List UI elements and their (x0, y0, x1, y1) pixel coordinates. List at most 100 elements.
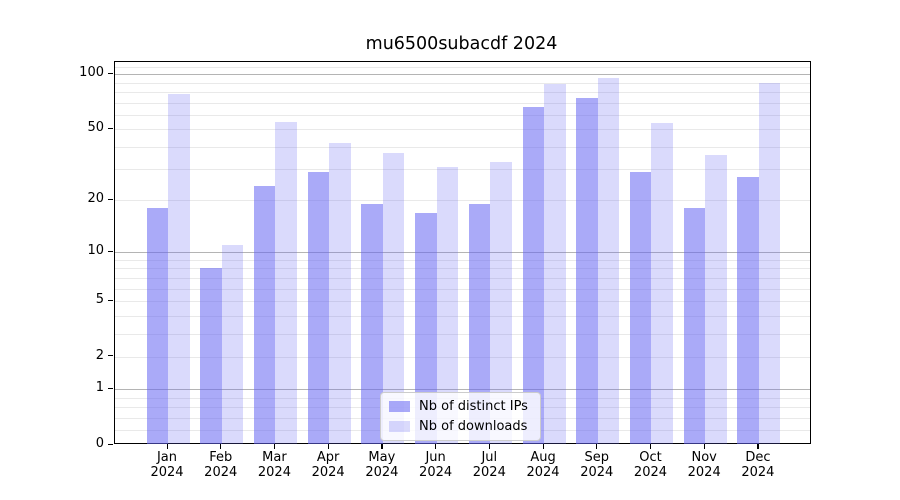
legend-swatch-downloads (389, 421, 410, 432)
x-tick (166, 444, 168, 449)
x-tick-label-year: 2024 (633, 465, 668, 480)
x-tick-label-year: 2024 (472, 465, 506, 480)
y-tick-label: 2 (95, 347, 104, 363)
gridline-minor (114, 146, 810, 148)
y-tick (108, 250, 113, 253)
gridline-minor (114, 301, 810, 303)
x-tick (220, 444, 222, 449)
bar-distinct-ips-mar (253, 186, 276, 444)
x-tick (435, 444, 437, 449)
bar-downloads-dec (758, 82, 781, 444)
x-tick-label-month: Mar (262, 450, 287, 465)
x-tick-label-month: Jul (481, 450, 498, 465)
x-tick-label: Oct 2024 (619, 450, 681, 480)
x-tick-label: Apr 2024 (297, 450, 359, 480)
gridline-minor (114, 102, 810, 104)
x-tick-label: Dec 2024 (727, 450, 789, 480)
x-tick-label: Mar 2024 (243, 450, 305, 480)
bar-distinct-ips-aug (522, 107, 545, 444)
x-tick-label: Aug 2024 (512, 450, 574, 480)
bar-downloads-aug (544, 84, 566, 444)
y-tick (108, 355, 113, 357)
bar-downloads-jul (490, 161, 512, 444)
gridline-minor (114, 268, 810, 270)
legend: Nb of distinct IPs Nb of downloads (380, 392, 541, 441)
x-tick (703, 444, 705, 449)
x-tick (273, 444, 276, 449)
gridline-minor (114, 129, 810, 131)
gridline-major (114, 74, 810, 76)
y-tick-label: 20 (87, 191, 104, 207)
legend-label-downloads: Nb of downloads (419, 419, 528, 434)
y-tick-label: 10 (87, 243, 104, 259)
x-tick (488, 444, 490, 449)
x-tick-label-year: 2024 (687, 465, 721, 480)
x-tick-label-year: 2024 (741, 465, 775, 480)
x-tick-label-month: Nov (691, 450, 717, 465)
x-tick (649, 444, 652, 449)
x-tick-label-month: Oct (639, 450, 662, 465)
gridline-minor (114, 288, 810, 290)
y-tick (108, 443, 113, 445)
x-tick-label-year: 2024 (311, 465, 345, 480)
y-tick (108, 299, 113, 301)
gridline-minor (114, 114, 810, 116)
x-tick-label: Sep 2024 (566, 450, 628, 480)
y-tick (108, 387, 113, 389)
x-tick-label-month: Jan (156, 450, 178, 465)
x-tick-label-month: Jun (425, 450, 446, 465)
x-tick-label-month: Feb (209, 450, 233, 465)
x-tick-label-year: 2024 (580, 465, 614, 480)
bar-distinct-ips-jul (468, 204, 491, 444)
bar-downloads-sep (597, 78, 620, 444)
bar-distinct-ips-sep (576, 98, 598, 444)
plot-area (113, 61, 811, 444)
bar-downloads-apr (329, 142, 351, 444)
legend-swatch-distinct-ips (389, 401, 410, 412)
x-tick-label-month: Dec (745, 450, 771, 465)
y-tick-label: 1 (95, 380, 104, 396)
gridline-minor (114, 260, 810, 261)
x-tick-label-year: 2024 (419, 465, 453, 480)
x-tick-label-month: May (368, 450, 396, 465)
chart-title: mu6500subacdf 2024 (365, 34, 558, 54)
gridline-minor (114, 82, 810, 84)
y-tick-label: 50 (87, 120, 104, 136)
gridline-major (114, 389, 810, 391)
gridline-minor (114, 200, 810, 202)
x-tick-label-month: Apr (316, 450, 340, 465)
y-tick-label: 100 (79, 65, 104, 81)
bar-distinct-ips-nov (683, 208, 706, 444)
bar-distinct-ips-dec (737, 177, 759, 444)
y-tick-label: 5 (95, 292, 104, 308)
bar-downloads-feb (221, 245, 244, 444)
gridline-minor (114, 91, 810, 93)
x-tick-label: Jul 2024 (458, 450, 520, 480)
bar-distinct-ips-may (361, 204, 383, 444)
gridline-minor (114, 333, 810, 335)
x-tick-label-month: Aug (530, 450, 556, 465)
gridline-minor (114, 356, 810, 358)
x-tick-label: May 2024 (351, 450, 413, 480)
x-tick-label-month: Sep (584, 450, 609, 465)
x-tick-label: Nov 2024 (673, 450, 735, 480)
x-tick-label-year: 2024 (365, 465, 399, 480)
bar-distinct-ips-oct (629, 171, 652, 444)
bar-distinct-ips-jan (146, 208, 168, 444)
x-tick-label-year: 2024 (204, 465, 238, 480)
legend-label-distinct-ips: Nb of distinct IPs (419, 399, 528, 414)
gridline-minor (114, 169, 810, 171)
x-tick (757, 444, 759, 449)
y-tick-label: 0 (95, 436, 104, 451)
gridline-minor (114, 315, 810, 317)
y-tick (108, 72, 113, 74)
x-tick-label: Jun 2024 (405, 450, 467, 480)
x-tick (542, 444, 544, 449)
bar-downloads-oct (651, 123, 673, 444)
x-tick-label: Jan 2024 (136, 450, 198, 480)
bar-downloads-jun (436, 166, 459, 444)
x-tick-label-year: 2024 (257, 465, 291, 480)
gridline-major (114, 252, 810, 254)
legend-row-downloads: Nb of downloads (389, 419, 528, 434)
